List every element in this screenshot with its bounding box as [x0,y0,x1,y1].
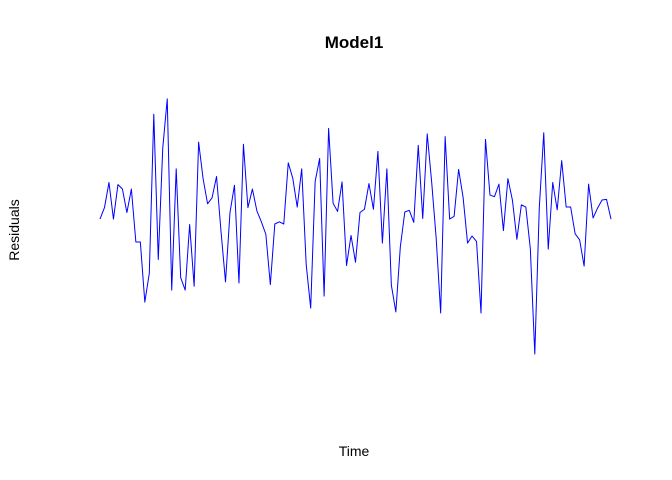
chart-title: Model1 [325,33,384,52]
y-axis-label: Residuals [6,199,22,260]
x-axis-label: Time [339,443,370,459]
residuals-series-line [99,98,612,355]
